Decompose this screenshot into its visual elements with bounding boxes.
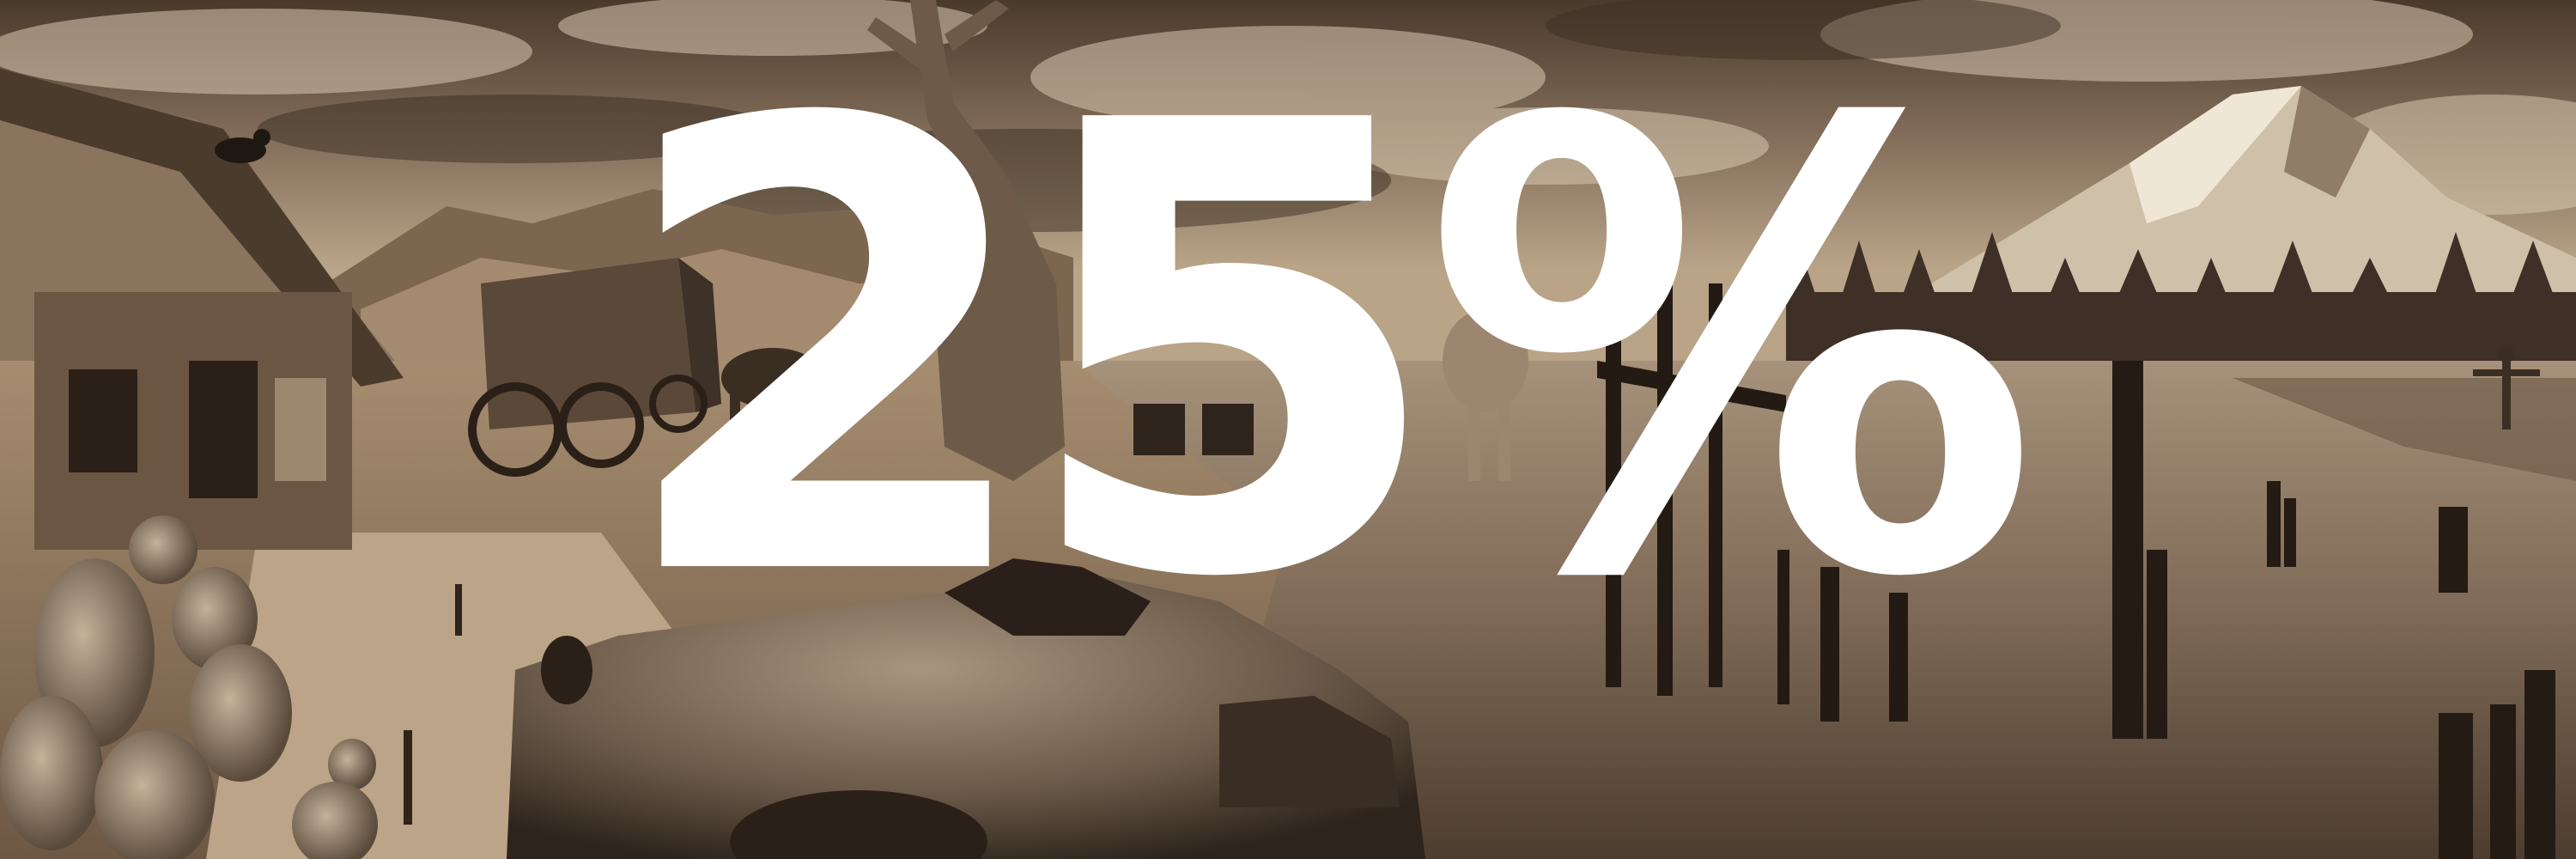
snowy-mountain	[1889, 86, 2576, 326]
wooden-cottage	[0, 69, 404, 550]
prickly-pear-cactus	[0, 515, 378, 859]
covered-wagon	[468, 258, 721, 477]
wooden-dock	[1597, 266, 1908, 722]
broken-pilings	[2112, 361, 2555, 859]
horse	[721, 348, 824, 455]
rusted-car-wreck	[507, 558, 1425, 859]
fence-posts	[404, 584, 462, 825]
discount-headline: 25%	[612, 0, 2040, 712]
scarecrow-figure	[2473, 345, 2540, 430]
dark-clouds	[258, 0, 2061, 232]
abandoned-chairs	[1133, 404, 1254, 455]
twisted-dead-tree	[867, 0, 1065, 481]
camel	[1443, 309, 1528, 481]
crow	[215, 129, 270, 163]
